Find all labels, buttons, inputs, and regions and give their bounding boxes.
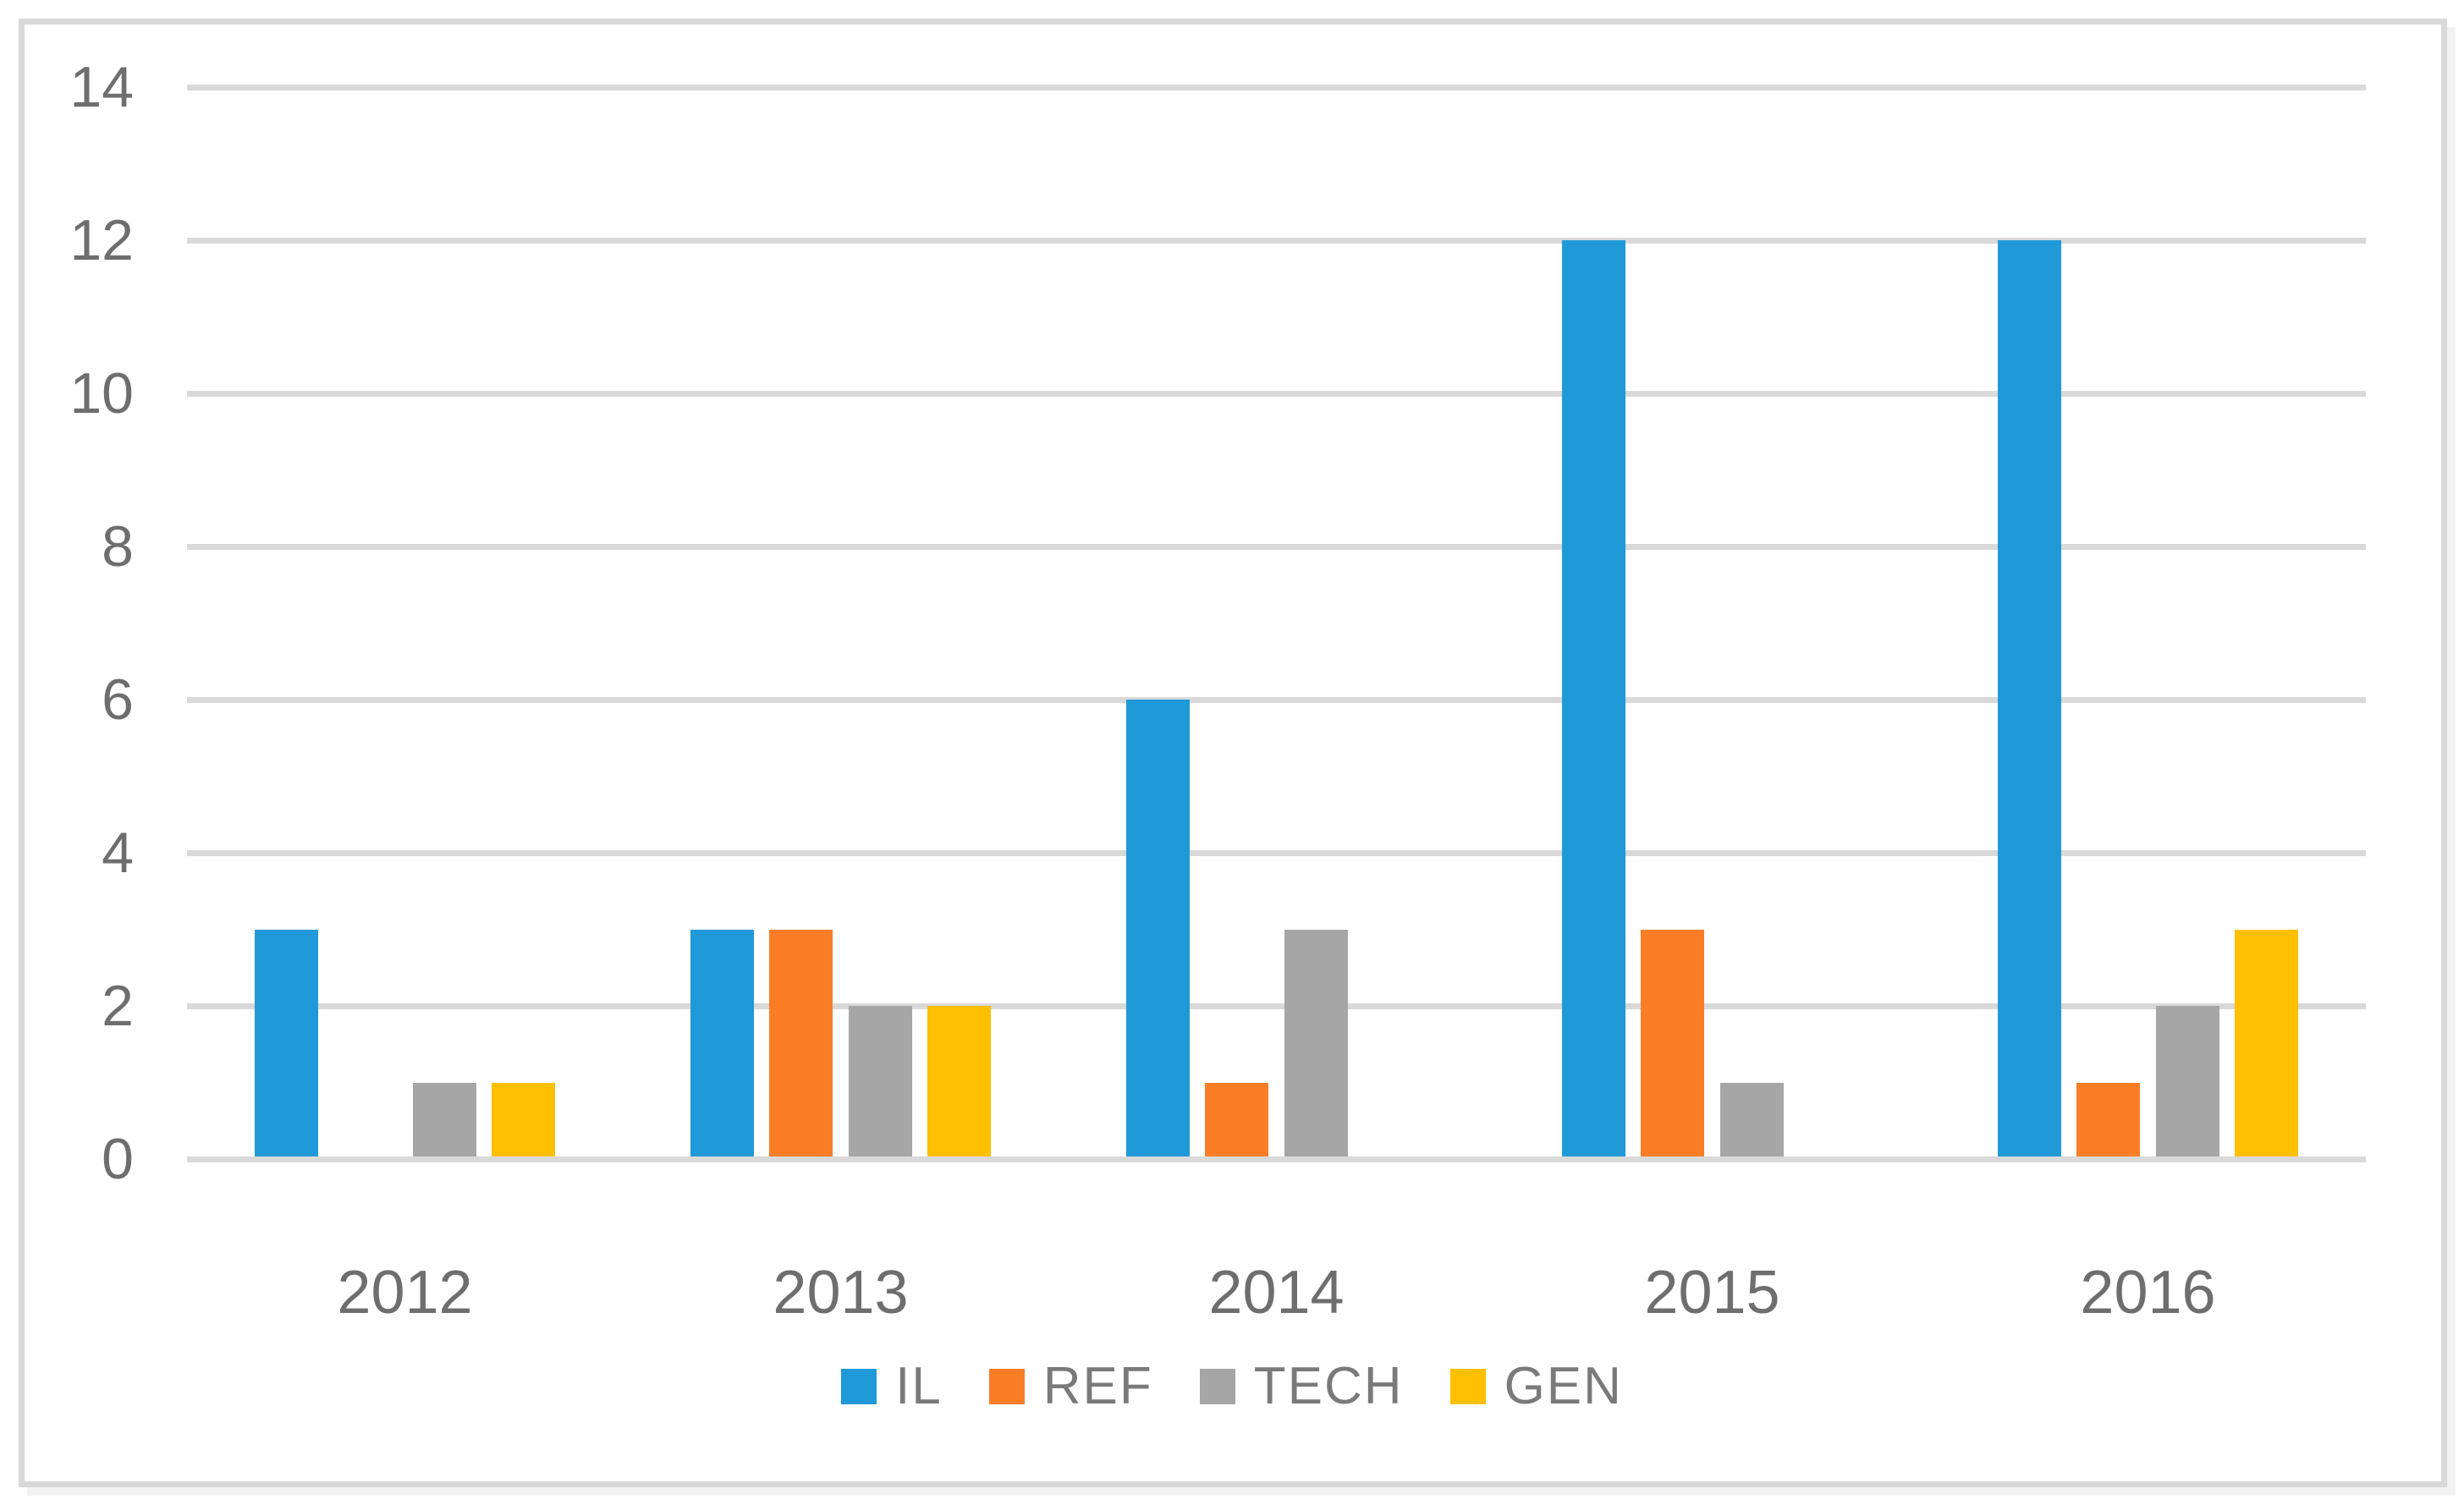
y-tick-label-14: 14 (69, 55, 134, 119)
legend-label-il: IL (895, 1357, 943, 1415)
legend-label-ref: REF (1042, 1357, 1153, 1415)
gridline-y-2 (187, 1002, 2366, 1009)
y-tick-label-10: 10 (69, 361, 134, 426)
gridline-y-10 (187, 390, 2366, 397)
bar-il-2016 (1997, 240, 2061, 1156)
legend-item-tech: TECH (1199, 1357, 1404, 1415)
bar-tech-2013 (848, 1006, 912, 1156)
y-tick-label-12: 12 (69, 208, 134, 272)
bar-ref-2016 (2076, 1082, 2141, 1156)
bar-gen-2012 (492, 1082, 556, 1156)
bar-gen-2013 (927, 1006, 992, 1156)
bar-ref-2015 (1641, 929, 1705, 1156)
gridline-y-6 (187, 696, 2366, 703)
legend-swatch-tech (1199, 1369, 1235, 1404)
legend-item-il: IL (841, 1360, 943, 1413)
gridline-y-14 (187, 84, 2366, 91)
bar-tech-2014 (1284, 929, 1348, 1156)
bar-tech-2015 (1719, 1082, 1784, 1156)
bar-ref-2013 (769, 929, 833, 1156)
bar-tech-2012 (412, 1082, 476, 1156)
x-tick-label-2014: 2014 (1208, 1259, 1345, 1326)
bar-tech-2016 (2155, 1006, 2219, 1156)
legend-label-tech: TECH (1253, 1357, 1404, 1415)
bar-ref-2014 (1205, 1082, 1269, 1156)
x-tick-label-2016: 2016 (2080, 1259, 2216, 1326)
bar-il-2012 (254, 929, 318, 1156)
y-tick-label-6: 6 (102, 667, 134, 732)
y-tick-label-8: 8 (102, 514, 134, 579)
bar-il-2015 (1561, 240, 1625, 1156)
y-tick-label-2: 2 (102, 974, 134, 1038)
legend-swatch-il (841, 1369, 877, 1404)
x-tick-label-2013: 2013 (773, 1259, 909, 1326)
bar-gen-2016 (2235, 929, 2299, 1156)
legend-item-ref: REF (988, 1357, 1153, 1415)
legend-label-gen: GEN (1504, 1357, 1623, 1415)
legend-swatch-ref (988, 1369, 1025, 1404)
gridline-y-0 (187, 1156, 2366, 1162)
bar-il-2014 (1125, 700, 1190, 1156)
y-tick-label-4: 4 (102, 821, 134, 885)
gridline-y-4 (187, 849, 2366, 856)
legend: IL REF TECH GEN (19, 1360, 2445, 1413)
legend-swatch-gen (1449, 1369, 1486, 1404)
x-tick-label-2015: 2015 (1644, 1259, 1780, 1326)
gridline-y-8 (187, 543, 2366, 550)
gridline-y-12 (187, 237, 2366, 244)
bar-il-2013 (690, 929, 754, 1156)
y-tick-label-0: 0 (102, 1127, 134, 1191)
x-tick-label-2012: 2012 (337, 1259, 473, 1326)
legend-item-gen: GEN (1449, 1357, 1623, 1415)
